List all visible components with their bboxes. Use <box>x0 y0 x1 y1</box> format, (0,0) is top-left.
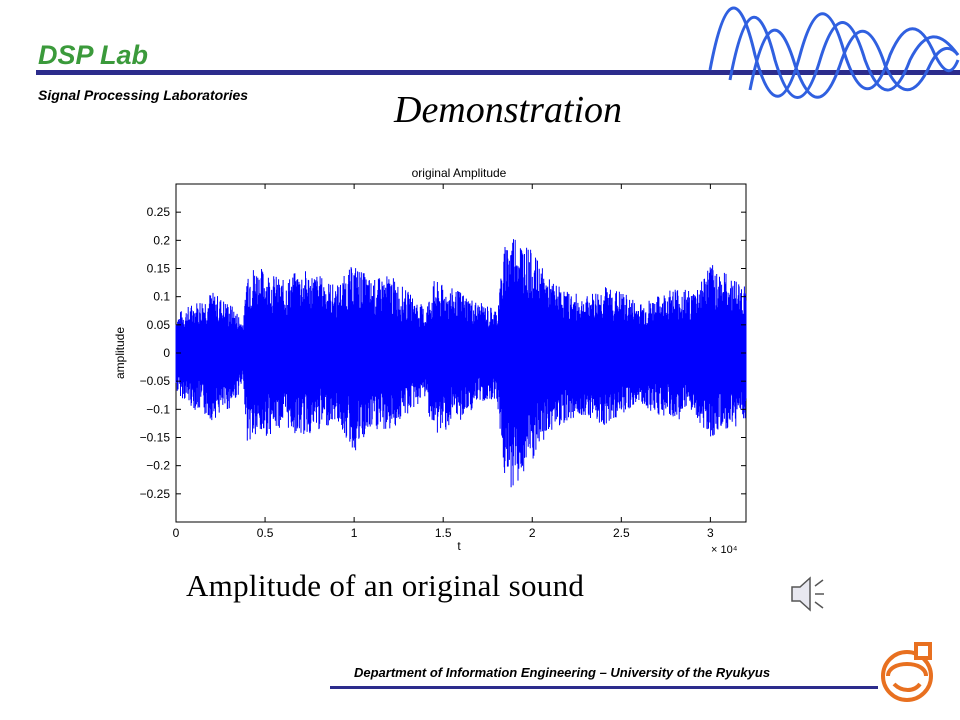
signal-core-band <box>176 336 746 370</box>
y-tick-label: −0.1 <box>146 402 170 416</box>
caption: Amplitude of an original sound <box>186 568 585 603</box>
x-tick-label: 1 <box>351 526 358 540</box>
y-axis-label: amplitude <box>113 327 127 379</box>
x-tick-label: 3 <box>707 526 714 540</box>
amplitude-chart: 0 0.5 1 1.5 2 2.5 3 0.25 0.2 0.15 0.1 0.05 0 −0.05 −0.… <box>113 166 747 556</box>
lab-title: DSP Lab <box>38 40 149 70</box>
y-tick-label: −0.2 <box>146 459 170 473</box>
chart-title: original Amplitude <box>412 166 507 180</box>
y-tick-label: 0.1 <box>153 290 170 304</box>
y-tick-label: 0 <box>163 346 170 360</box>
wave-logo-icon <box>708 6 960 99</box>
y-tick-label: 0.25 <box>147 205 171 219</box>
x-axis-label: t <box>457 539 461 553</box>
y-tick-label: −0.15 <box>140 431 171 445</box>
header-rule <box>36 70 960 75</box>
x-axis-multiplier: × 10⁴ <box>711 544 738 556</box>
x-tick-label: 2 <box>529 526 536 540</box>
x-tick-label: 0 <box>173 526 180 540</box>
footer-department: Department of Information Engineering – … <box>354 665 771 680</box>
y-tick-label: 0.2 <box>153 233 170 247</box>
y-tick-label: 0.05 <box>147 318 171 332</box>
lab-subtitle: Signal Processing Laboratories <box>38 87 249 103</box>
footer-rule <box>330 686 878 689</box>
x-tick-label: 0.5 <box>257 526 274 540</box>
x-tick-label: 2.5 <box>613 526 630 540</box>
y-tick-label: −0.05 <box>140 374 171 388</box>
x-tick-label: 1.5 <box>435 526 452 540</box>
university-seal-icon <box>881 642 933 702</box>
slide-title: Demonstration <box>394 89 622 131</box>
y-tick-label: −0.25 <box>140 487 171 501</box>
speaker-icon[interactable] <box>788 574 828 614</box>
y-tick-label: 0.15 <box>147 262 171 276</box>
